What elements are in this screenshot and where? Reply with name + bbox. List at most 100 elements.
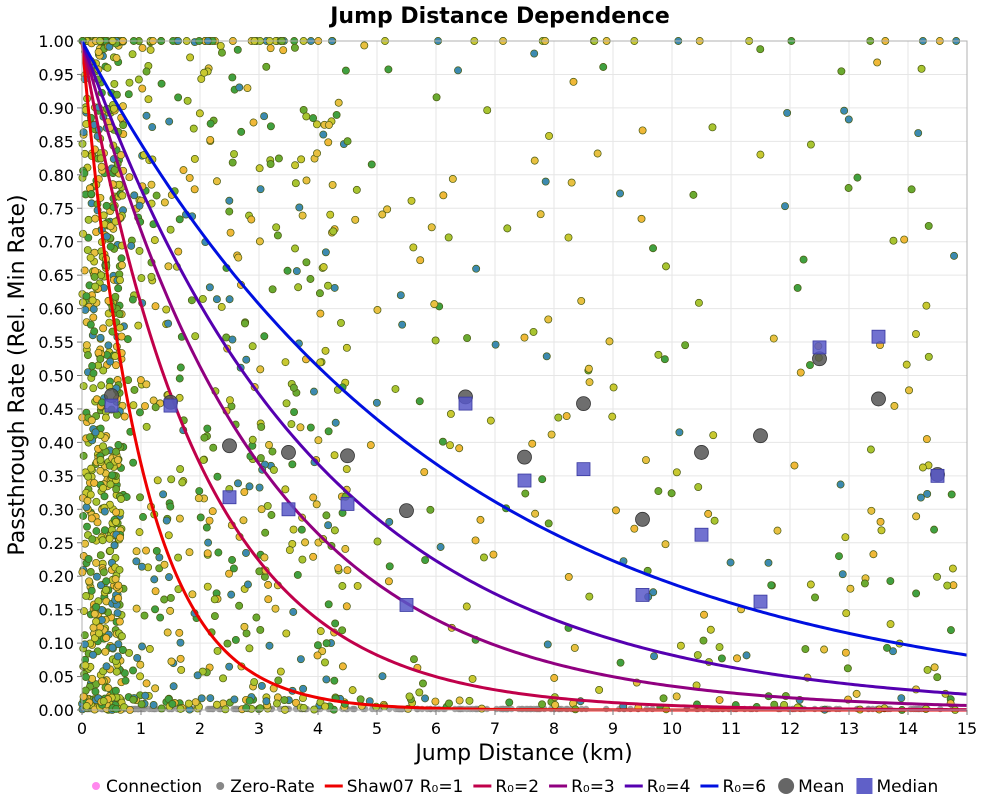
connection-point (483, 106, 492, 115)
median-marker (281, 502, 296, 517)
connection-point (292, 698, 300, 707)
connection-point (476, 515, 485, 524)
connection-point (118, 191, 127, 200)
connection-point (92, 558, 101, 567)
connection-point (235, 83, 244, 92)
y-tick-label: 0.10 (38, 634, 74, 653)
connection-point (911, 330, 920, 339)
connection-point (176, 363, 185, 372)
median-marker (694, 527, 709, 542)
connection-point (142, 422, 151, 431)
connection-point (103, 63, 112, 72)
connection-point (212, 177, 221, 186)
connection-point (157, 704, 166, 713)
connection-point (87, 416, 96, 425)
y-axis-label: Passthrough Rate (Rel. Min Rate) (5, 194, 30, 555)
connection-point (175, 215, 184, 224)
connection-point (416, 256, 425, 265)
connection-point (704, 509, 713, 518)
connection-point (106, 357, 115, 366)
connection-point (489, 550, 498, 559)
zero-rate-point (204, 705, 212, 713)
connection-point (322, 511, 331, 520)
connection-point (799, 255, 808, 264)
mean-marker (340, 448, 355, 464)
connection-point (316, 309, 325, 318)
connection-point (213, 647, 222, 655)
connection-point (343, 566, 352, 575)
connection-point (338, 662, 347, 671)
connection-point (150, 236, 159, 245)
connection-point (160, 595, 169, 604)
connection-point (301, 538, 310, 547)
connection-point (167, 657, 176, 666)
connection-point (94, 48, 103, 56)
connection-point (923, 489, 932, 498)
connection-point (203, 549, 212, 558)
connection-point (334, 564, 343, 572)
connection-point (212, 295, 221, 304)
connection-point (324, 138, 333, 147)
connection-point (444, 233, 453, 242)
connection-point (302, 176, 311, 185)
connection-point (431, 336, 440, 345)
connection-point (84, 233, 93, 242)
connection-point (127, 241, 136, 250)
connection-point (218, 48, 226, 57)
connection-point (313, 651, 322, 660)
connection-point (174, 93, 183, 102)
connection-point (554, 413, 563, 422)
connection-point (130, 191, 139, 200)
connection-point (360, 41, 369, 50)
connection-point (83, 496, 92, 505)
connection-point (151, 587, 160, 596)
connection-point (914, 129, 923, 137)
connection-point (306, 275, 315, 283)
y-axis-ticks: 0.00 0.05 0.10 0.15 0.20 0.25 0.30 0.35 0.40 0.45… (38, 32, 82, 720)
connection-point (260, 112, 269, 121)
connection-point (947, 626, 955, 635)
connection-point (141, 402, 149, 411)
connection-point (341, 545, 350, 553)
connection-point (331, 619, 340, 628)
connection-point (196, 513, 205, 522)
median-marker (753, 594, 768, 609)
connection-point (726, 558, 735, 567)
median-marker (458, 396, 473, 411)
connection-point (321, 702, 330, 711)
connection-point (410, 655, 418, 664)
connection-point (291, 161, 300, 170)
median-marker (163, 398, 178, 413)
connection-point (81, 673, 90, 682)
connection-point (438, 437, 447, 446)
connection-point (97, 162, 106, 171)
connection-point (117, 632, 126, 641)
connection-point (195, 487, 204, 495)
y-tick-label: 0.55 (38, 333, 74, 352)
connection-point (99, 366, 108, 375)
connection-point (314, 436, 323, 445)
connection-point (309, 552, 318, 561)
connection-point (265, 441, 273, 449)
connection-point (338, 582, 347, 590)
connection-point (844, 184, 853, 192)
connection-point (330, 526, 339, 535)
connection-point (213, 472, 222, 481)
connection-point (285, 546, 294, 555)
connection-point (867, 506, 876, 515)
legend-swatch (778, 778, 795, 794)
connection-point (531, 509, 540, 518)
connection-point (331, 418, 340, 427)
connection-point (228, 556, 237, 564)
connection-point (85, 577, 94, 586)
connection-point (352, 185, 361, 194)
connection-point (101, 647, 110, 656)
connection-point (169, 682, 178, 691)
connection-point (269, 466, 278, 474)
connection-point (157, 79, 166, 88)
grid-lines (81, 40, 968, 711)
connection-point (109, 104, 118, 113)
connection-point (228, 335, 237, 344)
connection-point (105, 461, 114, 470)
connection-point (135, 528, 144, 537)
